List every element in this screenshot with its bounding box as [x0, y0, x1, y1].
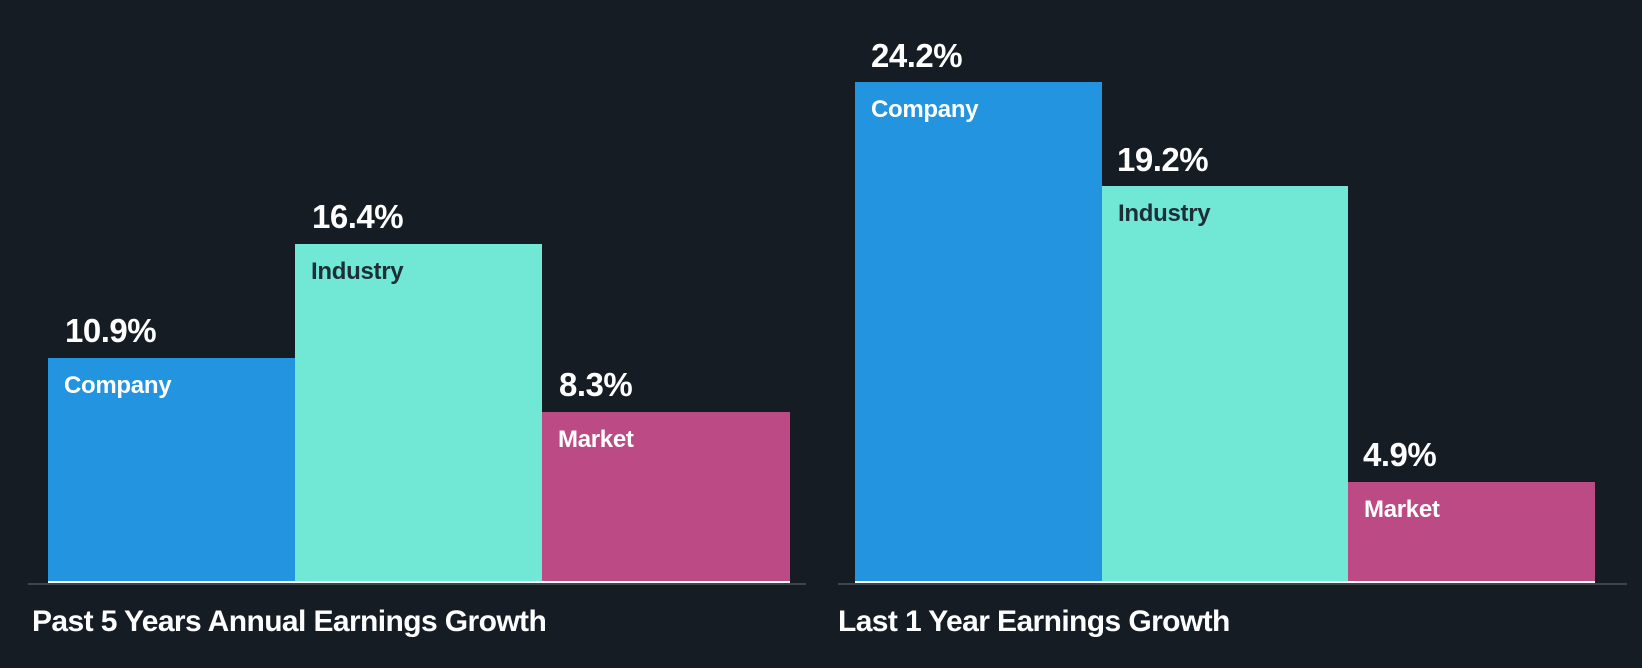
bar-market: Market	[542, 412, 790, 583]
chart-last-1-year: Company Industry Market 24.2% 19.2% 4.9%…	[821, 0, 1642, 668]
value-label-market: 8.3%	[559, 366, 633, 403]
bar-industry: Industry	[1102, 186, 1348, 583]
chart-past-5-years: Company Industry Market 10.9% 16.4% 8.3%…	[28, 198, 806, 638]
bar-industry: Industry	[295, 244, 542, 583]
value-label-industry: 19.2%	[1117, 141, 1209, 178]
bar-market: Market	[1348, 482, 1595, 583]
value-label-company: 10.9%	[65, 312, 157, 349]
bar-company: Company	[48, 358, 295, 583]
bar-label-market: Market	[558, 426, 634, 453]
bar-company: Company	[855, 82, 1102, 583]
bar-label-company: Company	[64, 372, 172, 399]
chart-title: Last 1 Year Earnings Growth	[838, 605, 1230, 638]
chart-title: Past 5 Years Annual Earnings Growth	[32, 605, 547, 638]
bar-label-industry: Industry	[311, 258, 404, 285]
bar-label-industry: Industry	[1118, 200, 1211, 227]
value-label-industry: 16.4%	[312, 198, 404, 235]
value-label-company: 24.2%	[871, 37, 963, 74]
value-label-market: 4.9%	[1363, 436, 1437, 473]
baseline	[28, 583, 806, 585]
bar-label-market: Market	[1364, 496, 1440, 523]
baseline	[838, 583, 1627, 585]
bar-label-company: Company	[871, 96, 979, 123]
